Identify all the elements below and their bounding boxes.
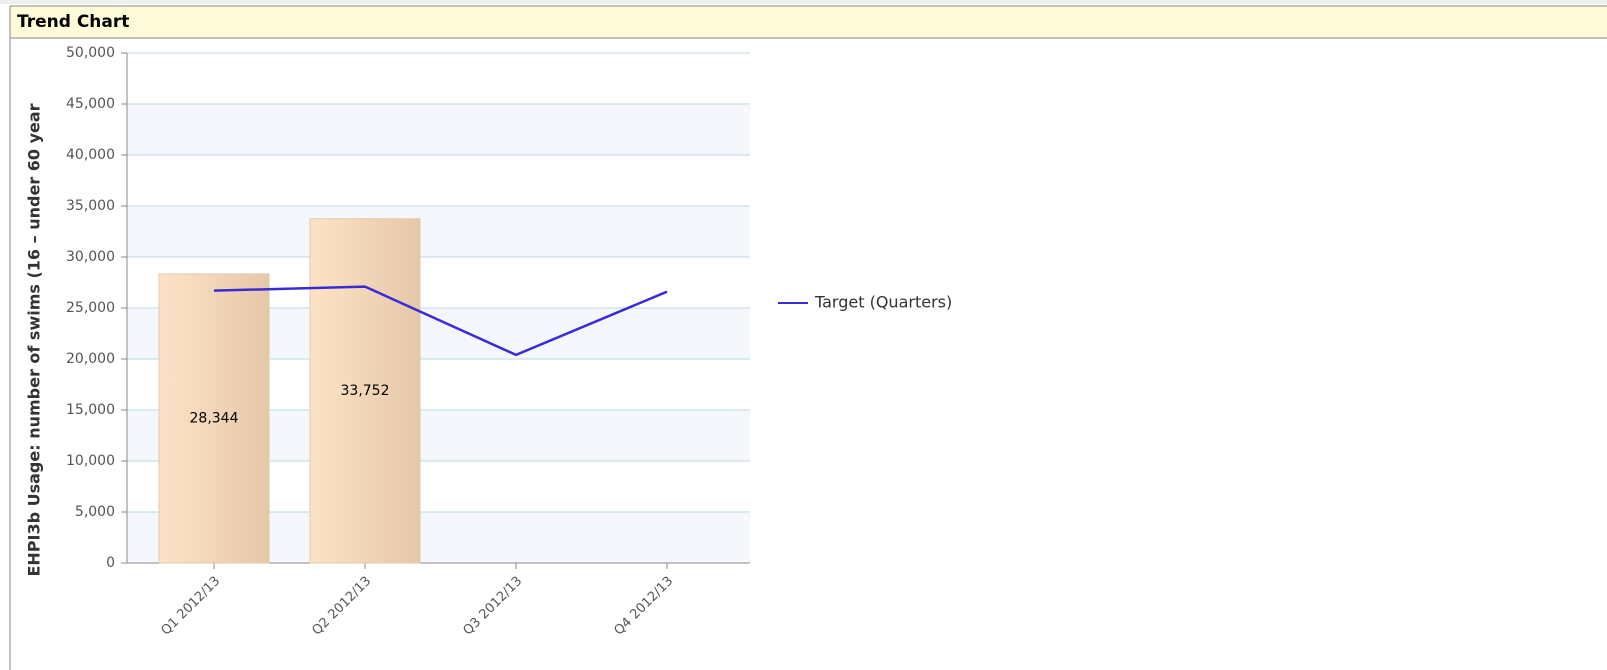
x-tick-label: Q3 2012/13 <box>460 574 525 639</box>
y-tick-label: 20,000 <box>66 351 115 367</box>
y-tick-label: 25,000 <box>66 300 115 316</box>
x-tick-label: Q1 2012/13 <box>158 574 223 639</box>
plot-band <box>127 104 750 155</box>
value-label: 28,344 <box>190 410 239 426</box>
x-tick-label: Q4 2012/13 <box>611 574 676 639</box>
y-tick-label: 45,000 <box>66 96 115 112</box>
y-tick-label: 10,000 <box>66 453 115 469</box>
bar <box>158 273 270 564</box>
y-tick-label: 0 <box>106 555 115 571</box>
panel-title: Trend Chart <box>17 12 129 32</box>
plot-band <box>127 206 750 257</box>
y-tick-label: 15,000 <box>66 402 115 418</box>
line-series <box>213 285 668 357</box>
x-tick-label: Q2 2012/13 <box>309 574 374 639</box>
y-tick-label: 5,000 <box>75 504 115 520</box>
top-strip <box>0 0 1607 4</box>
panel-header <box>9 5 1607 39</box>
y-axis-label: EHPI3b Usage: number of swims (16 – unde… <box>25 103 44 576</box>
y-tick-label: 35,000 <box>66 198 115 214</box>
y-tick-label: 50,000 <box>66 45 115 61</box>
y-tick-label: 30,000 <box>66 249 115 265</box>
value-label: 33,752 <box>341 383 390 399</box>
legend-label: Target (Quarters) <box>814 293 952 312</box>
bar <box>309 218 421 564</box>
y-tick-label: 40,000 <box>66 147 115 163</box>
